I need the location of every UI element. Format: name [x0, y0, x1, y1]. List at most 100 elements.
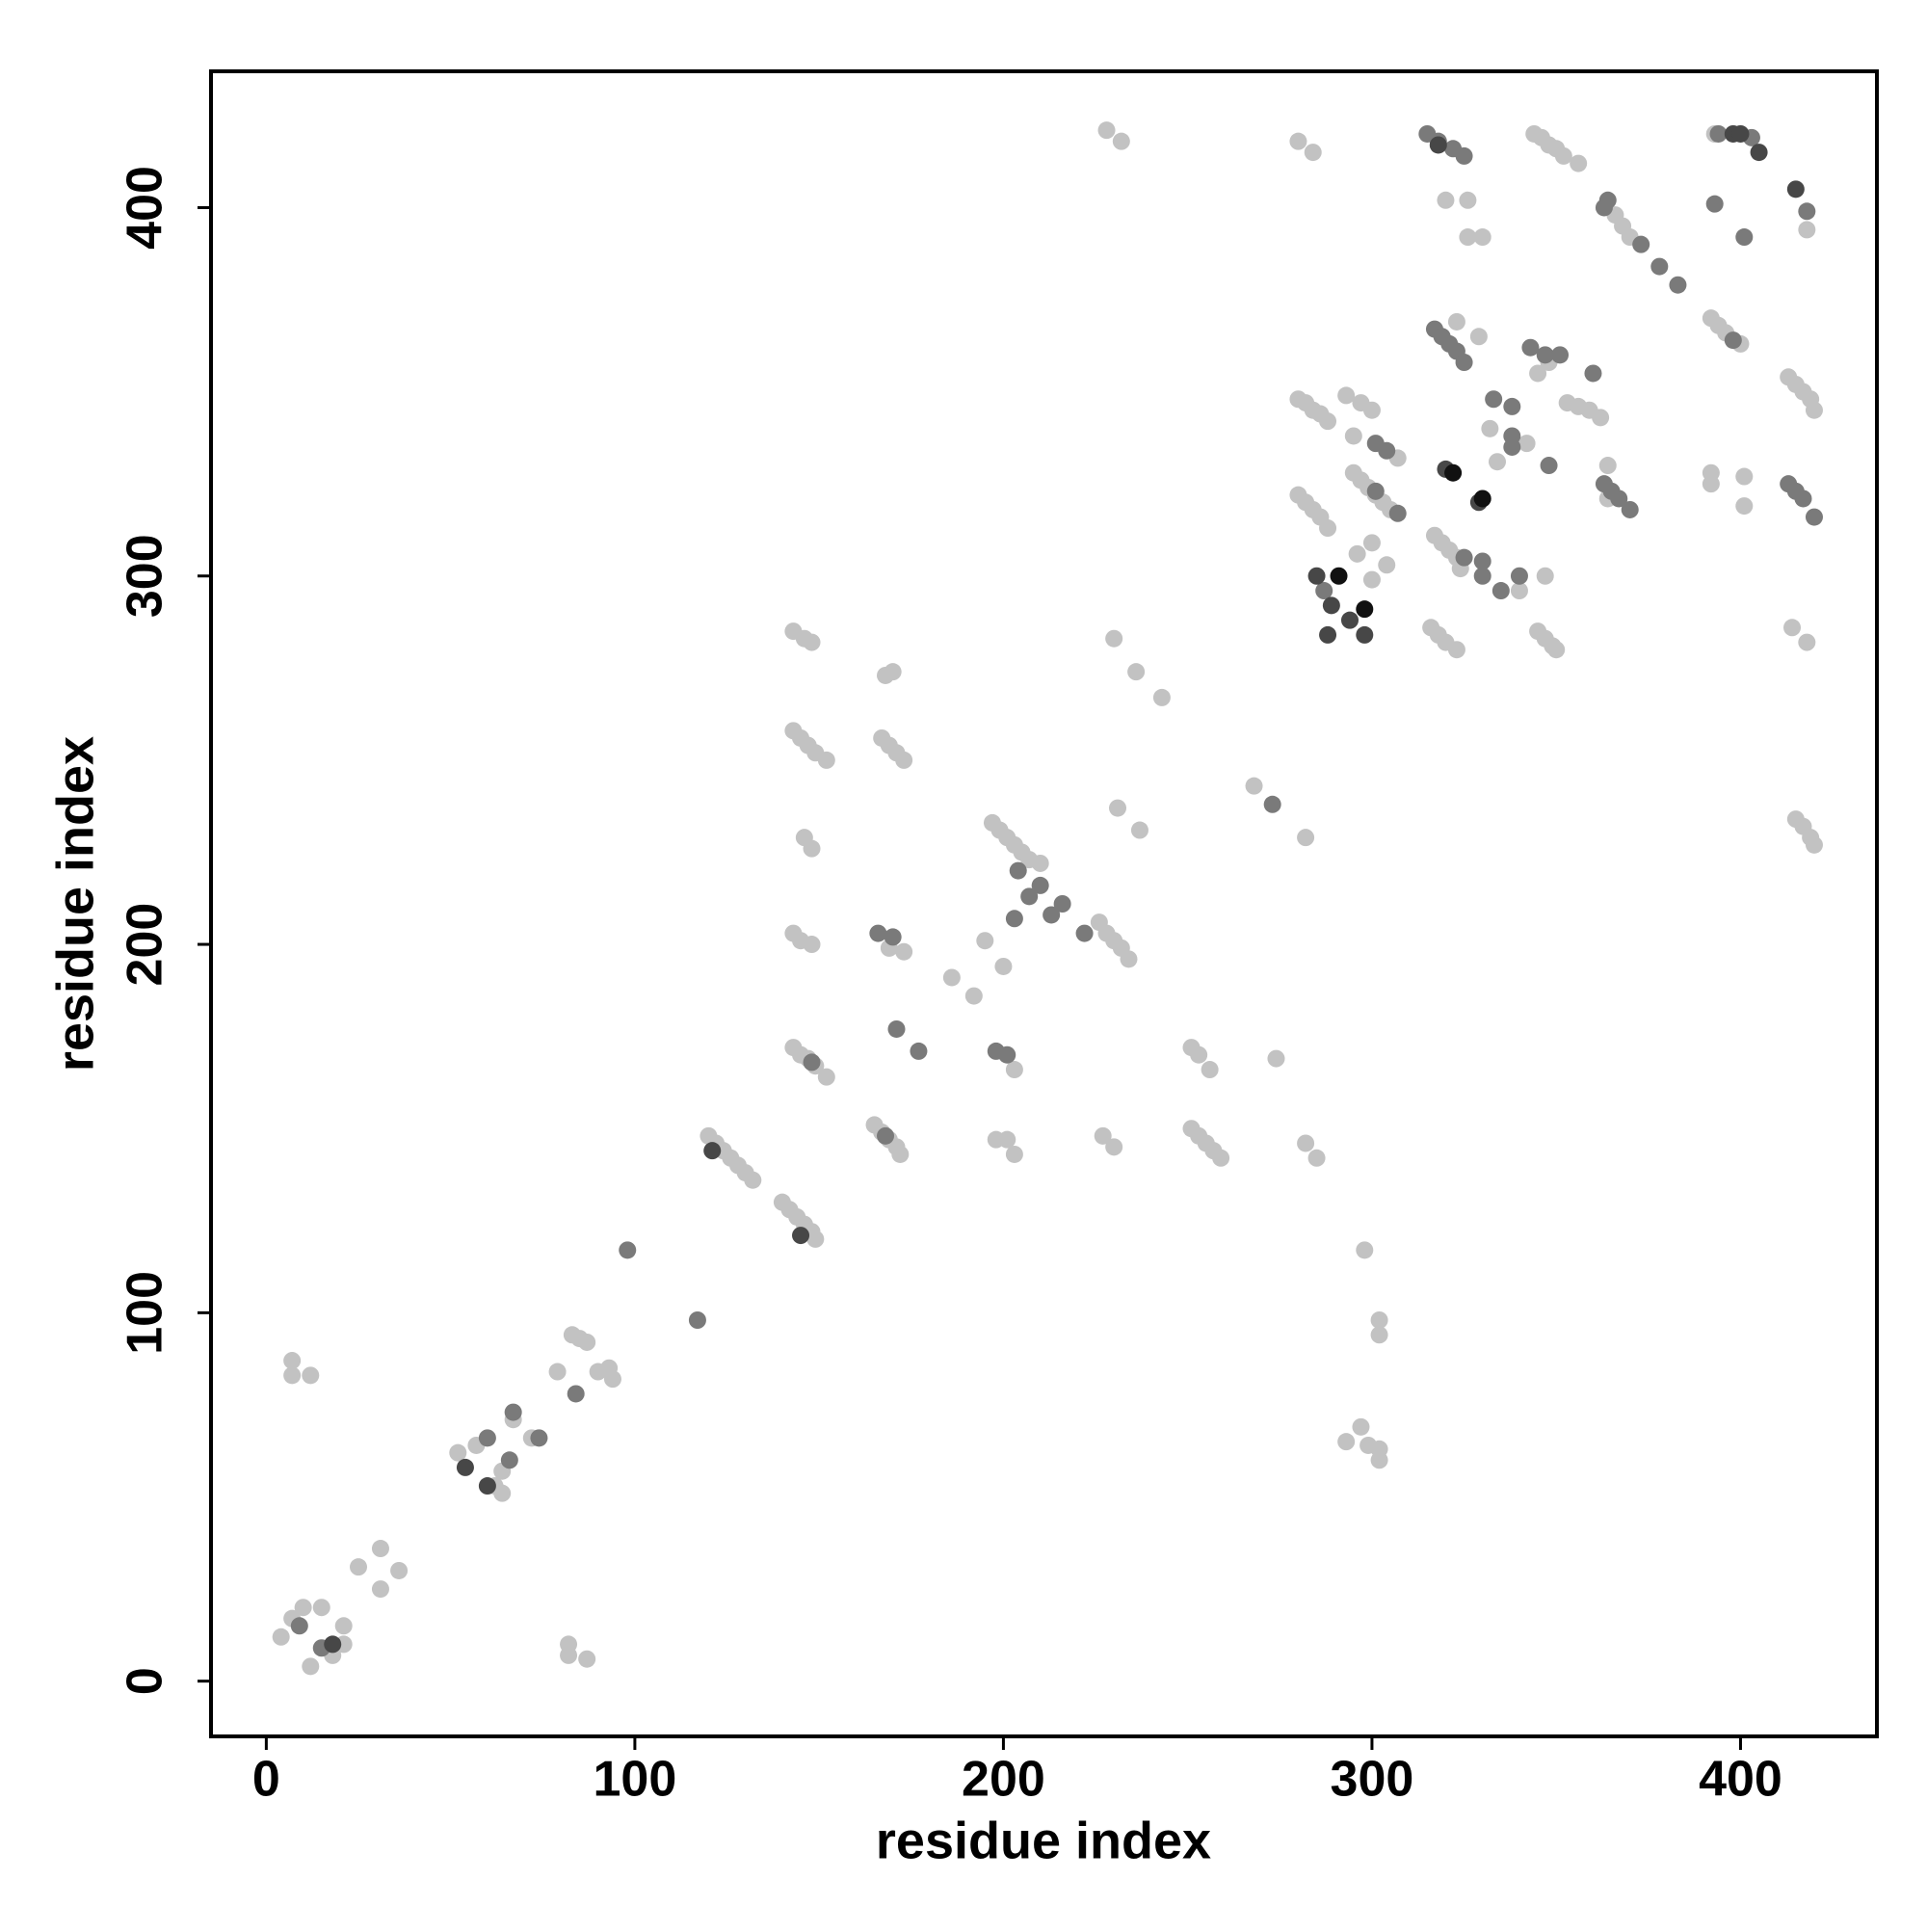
point — [334, 1617, 353, 1635]
point — [350, 1558, 368, 1576]
point — [1370, 1311, 1388, 1329]
x-tick-label: 0 — [252, 1752, 280, 1808]
point — [1536, 346, 1554, 364]
point — [1485, 390, 1503, 409]
point — [1592, 409, 1610, 427]
point — [1447, 312, 1465, 331]
point — [290, 1617, 308, 1635]
y-axis-title: residue index — [46, 736, 104, 1072]
point — [456, 1458, 474, 1476]
point — [1362, 534, 1381, 552]
y-tick-label: 300 — [118, 534, 173, 618]
point — [283, 1366, 302, 1385]
point — [1289, 132, 1307, 150]
point — [1735, 228, 1754, 247]
point — [603, 1370, 621, 1389]
point — [803, 839, 821, 858]
point — [1570, 154, 1588, 172]
point — [895, 751, 913, 769]
point — [1020, 887, 1039, 906]
y-tick-label: 0 — [118, 1667, 173, 1695]
point — [1473, 228, 1491, 247]
point — [449, 1443, 467, 1462]
point — [371, 1540, 389, 1558]
point — [1518, 435, 1536, 453]
y-tick-label: 100 — [118, 1271, 173, 1355]
point — [1705, 195, 1724, 213]
point — [1319, 519, 1337, 538]
point — [1798, 221, 1816, 239]
point — [302, 1366, 320, 1385]
point — [910, 1042, 928, 1060]
point — [530, 1429, 548, 1447]
point — [1307, 1149, 1326, 1167]
plot-frame — [209, 69, 1879, 1738]
point — [964, 987, 983, 1005]
point — [1724, 331, 1742, 350]
point — [803, 633, 821, 651]
point — [567, 1385, 585, 1403]
point — [976, 932, 994, 950]
point — [1337, 1433, 1356, 1451]
point — [792, 1227, 810, 1245]
point — [1794, 490, 1812, 508]
point — [1547, 641, 1566, 659]
point — [1459, 228, 1477, 247]
point — [1212, 1149, 1230, 1167]
point — [1455, 146, 1473, 165]
point — [478, 1429, 496, 1447]
point — [1356, 1241, 1374, 1259]
plot-area — [272, 121, 1823, 1676]
point — [1031, 854, 1049, 872]
point — [1370, 1451, 1388, 1469]
x-tick-label: 200 — [962, 1752, 1045, 1808]
point — [1503, 397, 1521, 415]
point — [560, 1646, 578, 1664]
point — [1621, 500, 1639, 518]
point — [1540, 457, 1558, 475]
point — [884, 928, 902, 946]
point — [887, 1019, 906, 1038]
point — [619, 1241, 637, 1259]
point — [1009, 861, 1027, 880]
point — [1503, 427, 1521, 445]
point — [1245, 777, 1263, 795]
point — [1330, 567, 1348, 585]
point — [504, 1403, 522, 1421]
point — [1650, 257, 1669, 276]
point — [1510, 567, 1528, 585]
point — [803, 936, 821, 954]
point — [1005, 910, 1023, 928]
x-axis-title: residue index — [876, 1812, 1211, 1869]
x-tick-label: 400 — [1699, 1752, 1782, 1808]
point — [1031, 876, 1049, 894]
point — [1109, 799, 1127, 817]
point — [1304, 144, 1322, 162]
point — [1105, 629, 1123, 648]
point — [1263, 795, 1281, 813]
point — [1337, 386, 1356, 405]
point — [283, 1352, 302, 1370]
point — [1319, 412, 1337, 431]
point — [1805, 835, 1823, 854]
point — [1805, 401, 1823, 419]
point — [1322, 596, 1340, 615]
point — [877, 1126, 895, 1145]
point — [1473, 552, 1491, 570]
point — [1750, 144, 1768, 162]
point — [1053, 895, 1071, 913]
point — [1735, 497, 1754, 516]
point — [895, 942, 913, 961]
point — [1201, 1061, 1219, 1079]
point — [688, 1311, 706, 1329]
point — [1340, 611, 1359, 629]
point — [703, 1142, 722, 1160]
point — [1366, 482, 1385, 500]
point — [1356, 625, 1374, 644]
point — [1536, 567, 1554, 585]
point — [1127, 663, 1146, 681]
point — [1190, 1045, 1208, 1064]
point — [1267, 1049, 1285, 1068]
point — [1786, 180, 1805, 198]
